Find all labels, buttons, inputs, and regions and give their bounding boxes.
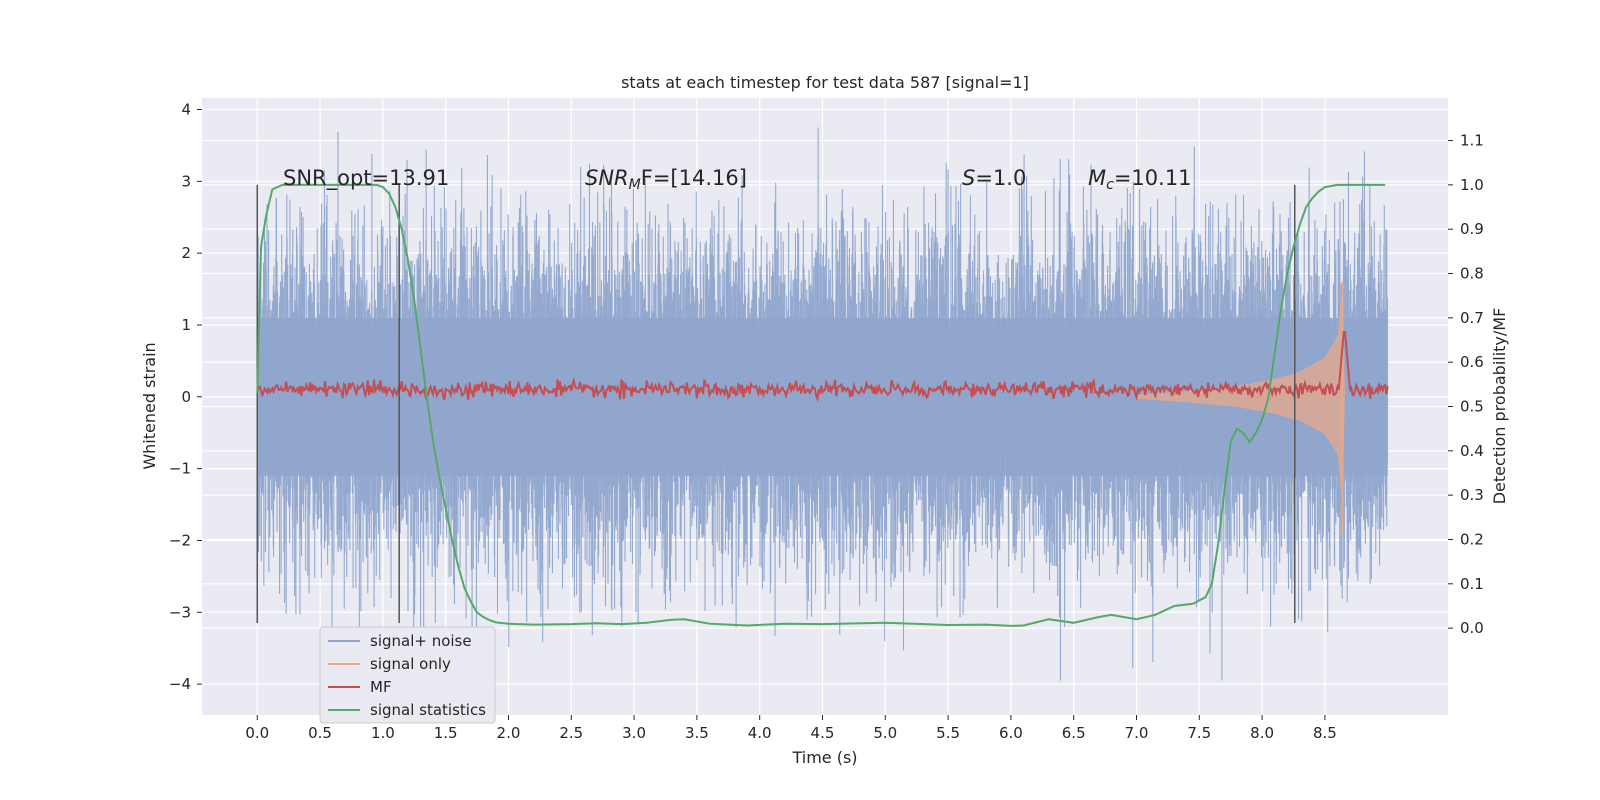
- x-tick-label: 0.0: [245, 724, 269, 742]
- y-right-tick-label: 0.7: [1460, 309, 1484, 327]
- legend-box: [319, 626, 496, 724]
- y-right-tick-label: 0.9: [1460, 220, 1484, 238]
- y-axis-label: Whitened strain: [140, 342, 159, 469]
- mc-sub: c: [1106, 177, 1114, 193]
- y-right-tick-label: 0.0: [1460, 619, 1484, 637]
- legend-label-signal-only: signal only: [370, 655, 451, 673]
- s-rest: =1.0: [975, 166, 1026, 190]
- x-tick-label: 8.0: [1250, 724, 1274, 742]
- marker-lines: [256, 184, 1296, 624]
- y-right-tick-label: 1.1: [1460, 132, 1484, 150]
- y-tick-label: 2: [181, 244, 191, 262]
- x-tick-label: 3.0: [622, 724, 646, 742]
- x-tick-label: 7.5: [1187, 724, 1211, 742]
- y-right-tick-label: 0.4: [1460, 442, 1484, 460]
- snr-mf-rest: F=[14.16]: [641, 166, 747, 190]
- x-tick-label: 1.5: [434, 724, 458, 742]
- y-right-tick-label: 0.1: [1460, 575, 1484, 593]
- y-tick-labels: 4 3 2 1 0 −1 −2 −3 −4: [169, 100, 202, 693]
- y-right-axis-label: Detection probability/MF: [1490, 308, 1509, 505]
- y-right-tick-label: 0.8: [1460, 265, 1484, 283]
- legend-label-mf: MF: [370, 678, 392, 696]
- y-tick-label: −3: [169, 603, 191, 621]
- mc-rest: =10.11: [1114, 166, 1192, 190]
- x-tick-label: 2.5: [559, 724, 583, 742]
- signal-statistics-trace: [256, 183, 1386, 627]
- legend-label-signal-noise: signal+ noise: [370, 632, 472, 650]
- snr-mf-base: SNR: [585, 166, 629, 190]
- annotation-s: S=1.0: [962, 166, 1026, 190]
- y-tick-label: 3: [181, 172, 191, 190]
- annotation-snr-mf: SNRMF=[14.16]: [585, 166, 747, 193]
- x-tick-label: 7.0: [1125, 724, 1149, 742]
- y-right-tick-labels: 1.1 1.0 0.9 0.8 0.7 0.6 0.5 0.4 0.3 0.2 0.1 0.0: [1448, 132, 1484, 637]
- x-tick-label: 0.5: [308, 724, 332, 742]
- snr-mf-sub: M: [629, 177, 641, 193]
- y-right-tick-label: 1.0: [1460, 176, 1484, 194]
- x-tick-label: 6.5: [1062, 724, 1086, 742]
- x-tick-label: 2.0: [497, 724, 521, 742]
- y-tick-label: −2: [169, 531, 191, 549]
- mf-trace: [256, 331, 1389, 403]
- x-tick-label: 5.0: [873, 724, 897, 742]
- legend-label-signal-statistics: signal statistics: [370, 701, 486, 719]
- y-right-tick-label: 0.5: [1460, 398, 1484, 416]
- x-tick-labels: 0.0 0.5 1.0 1.5 2.0 2.5 3.0 3.5 4.0 4.5 5.0 5.5 6.0 6…: [245, 715, 1337, 742]
- x-axis-label: Time (s): [791, 748, 857, 767]
- x-tick-label: 6.0: [999, 724, 1023, 742]
- s-base: S: [962, 166, 975, 190]
- x-tick-label: 1.0: [371, 724, 395, 742]
- y-right-tick-label: 0.2: [1460, 530, 1484, 548]
- y-tick-label: 0: [181, 388, 191, 406]
- legend: signal+ noise signal only MF signal stat…: [319, 626, 496, 724]
- x-tick-label: 5.5: [936, 724, 960, 742]
- y-tick-label: −4: [169, 675, 191, 693]
- chart-title: stats at each timestep for test data 587…: [621, 73, 1029, 92]
- x-tick-label: 3.5: [685, 724, 709, 742]
- x-tick-label: 8.5: [1313, 724, 1337, 742]
- y-right-tick-label: 0.3: [1460, 486, 1484, 504]
- x-tick-label: 4.5: [811, 724, 835, 742]
- annotation-snr-opt: SNR_opt=13.91: [283, 166, 449, 191]
- y-tick-label: 4: [181, 100, 191, 118]
- annotation-mc: Mc=10.11: [1088, 166, 1192, 193]
- y-tick-label: −1: [169, 460, 191, 478]
- mc-base: M: [1088, 166, 1106, 190]
- y-right-tick-label: 0.6: [1460, 353, 1484, 371]
- signal-statistics-series: [256, 183, 1386, 627]
- x-tick-label: 4.0: [748, 724, 772, 742]
- y-tick-label: 1: [181, 316, 191, 334]
- mf-series: [256, 331, 1389, 403]
